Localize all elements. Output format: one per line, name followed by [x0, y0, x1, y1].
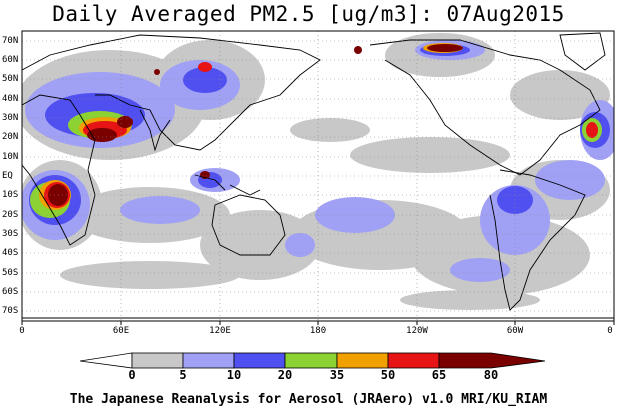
lat-label-60s: 60S [2, 287, 19, 297]
colorbar-label-50: 50 [380, 368, 396, 382]
lat-label-60n: 60N [2, 55, 19, 65]
colorbar-label-10: 10 [226, 368, 242, 382]
colorbar-high-arrow [438, 352, 546, 369]
graticule [22, 31, 614, 321]
colorbar-label-5: 5 [179, 368, 187, 382]
lat-label-30n: 30N [2, 113, 19, 123]
colorbar-label-65: 65 [431, 368, 447, 382]
lat-label-10s: 10S [2, 190, 19, 200]
lat-label-20s: 20S [2, 210, 19, 220]
lon-label-60w: 60W [506, 326, 524, 336]
colorbar-label-20: 20 [277, 368, 293, 382]
colorbar-label-35: 35 [329, 368, 345, 382]
lon-label-120w: 120W [406, 326, 428, 336]
lat-label-10n: 10N [2, 152, 19, 162]
coastlines [22, 32, 614, 319]
data-source-credit: The Japanese Reanalysis for Aerosol (JRA… [69, 392, 548, 407]
colorbar [79, 352, 546, 369]
colorbar-label-0: 0 [128, 368, 136, 382]
lon-label-0-right: 0 [607, 326, 613, 336]
lat-label-eq: EQ [2, 171, 13, 181]
lon-label-180: 180 [309, 326, 327, 336]
lon-label-120e: 120E [209, 326, 231, 336]
colorbar-low-arrow [79, 352, 133, 369]
lat-label-50n: 50N [2, 74, 19, 84]
colorbar-bin-50-65 [336, 352, 389, 369]
colorbar-bin-5-10 [131, 352, 184, 369]
lat-label-40s: 40S [2, 248, 19, 258]
lon-label-60e: 60E [112, 326, 130, 336]
lat-label-20n: 20N [2, 132, 19, 142]
pm25-field [22, 31, 614, 321]
colorbar-label-80: 80 [483, 368, 499, 382]
colorbar-bin-20-35 [233, 352, 286, 369]
lat-label-30s: 30S [2, 229, 19, 239]
lat-label-50s: 50S [2, 268, 19, 278]
colorbar-bin-35-50 [284, 352, 338, 369]
lat-label-70n: 70N [2, 36, 19, 46]
colorbar-bin-10-20 [182, 352, 235, 369]
map-title: Daily Averaged PM2.5 [ug/m3]: 07Aug2015 [52, 2, 565, 26]
axis-ticks [21, 321, 615, 325]
lat-label-40n: 40N [2, 94, 19, 104]
colorbar-bin-65-80 [387, 352, 440, 369]
lon-label-0-left: 0 [19, 326, 25, 336]
lat-label-70s: 70S [2, 306, 19, 316]
